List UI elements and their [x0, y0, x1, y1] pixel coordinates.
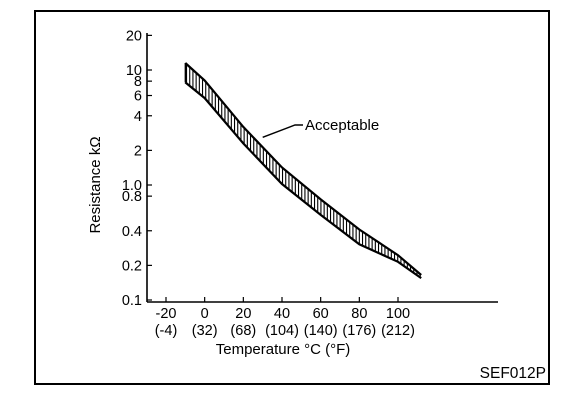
y-tick-label: 0.4 [122, 224, 142, 240]
x-tick-label-celsius: 40 [274, 306, 290, 322]
y-tick-label: 0.8 [122, 189, 142, 205]
band-upper-boundary [184, 62, 422, 276]
band-hatching [185, 63, 421, 279]
y-tick-label: 0.1 [122, 293, 142, 309]
x-tick-label-fahrenheit: (68) [230, 323, 256, 339]
band-lower-boundary [184, 81, 422, 280]
x-tick-label-celsius: -20 [156, 306, 177, 322]
annotation-label: Acceptable [305, 117, 379, 134]
x-tick-label-fahrenheit: (-4) [155, 323, 178, 339]
x-tick-label-fahrenheit: (212) [381, 323, 415, 339]
y-tick-label: 8 [134, 74, 142, 90]
x-tick-label-fahrenheit: (140) [304, 323, 338, 339]
y-tick-label: 1.0 [122, 178, 142, 194]
x-tick-label-celsius: 20 [235, 306, 251, 322]
x-axis-title: Temperature °C (°F) [216, 341, 351, 358]
x-tick-label-fahrenheit: (176) [342, 323, 376, 339]
x-tick-label-celsius: 0 [201, 306, 209, 322]
y-axis-title: Resistance kΩ [87, 136, 104, 233]
annotation-leader-line [262, 124, 303, 138]
y-tick-label: 2 [134, 143, 142, 159]
y-tick-label: 0.2 [122, 258, 142, 274]
reference-code: SEF012P [480, 365, 546, 382]
x-tick-label-fahrenheit: (104) [265, 323, 299, 339]
y-tick-label: 4 [134, 109, 142, 125]
x-tick-label-celsius: 60 [313, 306, 329, 322]
figure-frame [34, 10, 550, 385]
y-tick-label: 10 [126, 63, 142, 79]
x-tick-label-fahrenheit: (32) [192, 323, 218, 339]
x-tick-label-celsius: 80 [351, 306, 367, 322]
y-tick-label: 20 [126, 28, 142, 44]
y-tick-label: 6 [134, 89, 142, 105]
x-tick-label-celsius: 100 [386, 306, 410, 322]
